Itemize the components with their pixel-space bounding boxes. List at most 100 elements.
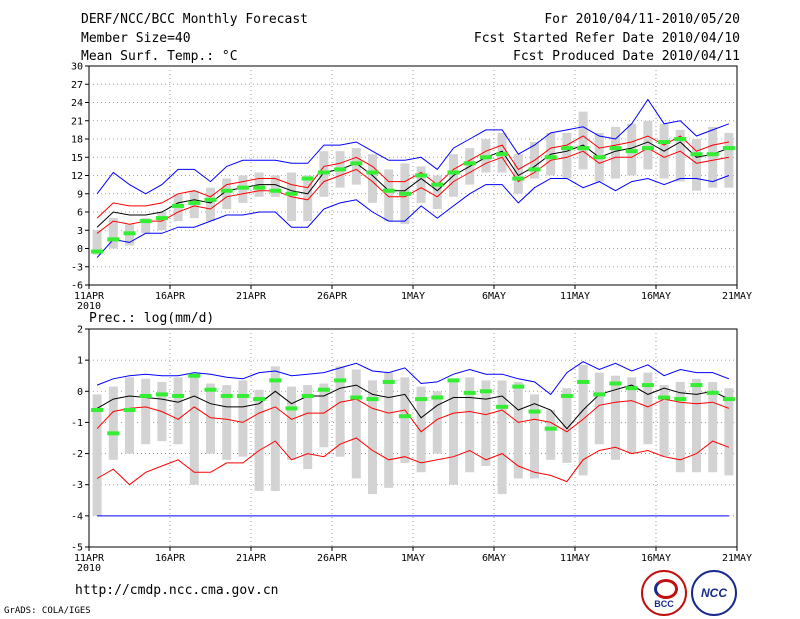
prec-series-mean [96,398,730,433]
temp-observed-marker [496,152,509,157]
prec-observed-marker [398,414,411,419]
prec-spread-box [465,377,475,473]
temp-spread-box [513,154,523,194]
temp-y-tick-label: 6 [77,208,83,219]
temp-y-tick-label: 18 [71,135,83,146]
prec-spread-box [594,372,604,445]
temp-spread-box [643,120,653,170]
prec-observed-marker [560,393,573,398]
prec-observed-marker [204,387,217,392]
temp-observed-marker [447,170,460,175]
temp-observed-marker [236,185,249,190]
temp-y-tick-label: -6 [71,281,83,292]
prec-x-tick-label: 16APR [155,553,186,564]
prec-observed-marker [236,393,249,398]
temp-spread-box [416,166,426,203]
prec-spread-box [400,377,410,463]
temp-year-label: 2010 [77,301,101,312]
temp-x-tick-label: 16APR [155,291,186,302]
temp-y-tick-label: 9 [77,189,83,200]
prec-spread-box [254,389,264,491]
prec-spread-box [530,394,539,479]
prec-series-upper [96,384,730,430]
temp-observed-marker [674,137,687,141]
prec-y-tick-label: -2 [71,449,83,460]
prec-observed-marker [609,381,622,386]
prec-x-tick-label: 26APR [317,553,348,564]
variable-label: Mean Surf. Temp.: °C [81,49,238,64]
prec-observed-marker [220,393,233,398]
prec-observed-marker [722,397,735,402]
prec-spread-box [206,383,215,454]
temp-spread-box [351,148,361,185]
temp-observed-marker [706,152,719,157]
temp-spread-box [708,126,718,188]
forecast-produced-date: Fcst Produced Date 2010/04/11 [513,49,740,64]
prec-observed-marker [350,395,363,400]
temp-series-max [96,98,730,195]
prec-spread-box [368,380,377,495]
prec-observed-marker [577,379,590,384]
prec-observed-marker [155,392,168,397]
prec-observed-marker [496,404,509,409]
prec-observed-marker [544,426,557,431]
temp-y-tick-label: 24 [71,98,83,109]
temp-observed-marker [431,182,444,187]
prec-spread-box [238,380,248,457]
prec-spread-box [611,375,620,460]
ncc-logo-text: NCC [701,586,727,600]
prec-observed-marker [674,397,687,402]
prec-spread-box [351,369,361,479]
prec-observed-marker [317,387,330,392]
prec-spread-box [578,364,588,476]
prec-y-tick-label: -3 [71,480,83,491]
temp-y-tick-label: 27 [71,80,83,91]
temp-observed-marker [593,155,606,160]
prec-x-tick-label: 16MAY [641,553,671,564]
bcc-logo: BCC [641,570,687,616]
temp-x-tick-label: 11APR [74,291,105,302]
temp-observed-marker [269,188,282,193]
temp-observed-marker [625,149,638,154]
temp-observed-marker [641,146,654,151]
prec-observed-marker [706,390,719,395]
temp-observed-marker [220,188,233,193]
prec-spread-box [222,385,232,460]
temp-observed-marker [690,152,703,157]
temp-observed-marker [528,167,541,172]
temp-y-tick-label: 3 [77,226,83,237]
temp-observed-marker [107,237,120,242]
temp-spread-box [270,175,280,197]
prec-spread-box [481,380,491,467]
temp-observed-marker [139,219,152,224]
prec-y-tick-label: 2 [77,325,83,336]
prec-spread-box [287,386,296,460]
prec-y-tick-label: -4 [71,511,83,522]
prec-observed-marker [447,378,460,383]
prec-spread-box [125,377,134,454]
prec-spread-box [416,386,426,473]
prec-observed-marker [415,397,428,402]
temp-x-tick-label: 16MAY [641,291,671,302]
prec-spread-box [659,385,669,457]
temp-observed-marker [609,146,622,151]
temp-observed-marker [253,185,266,190]
temp-spread-box [222,178,232,209]
prec-observed-marker [188,373,201,378]
prec-spread-box [449,380,458,485]
prec-observed-marker [366,397,379,402]
temp-observed-marker [334,167,347,172]
temp-observed-marker [512,176,525,181]
prec-observed-marker [139,393,152,398]
prec-spread-box [335,366,345,457]
temp-series-min [96,175,730,258]
temp-observed-marker [350,161,363,166]
prec-spread-box [708,381,718,473]
forecast-started-date: Fcst Started Refer Date 2010/04/10 [473,31,740,46]
prec-observed-marker [269,378,282,383]
prec-observed-marker [512,384,525,389]
temp-y-tick-label: 0 [77,244,83,255]
prec-spread-box [675,381,685,473]
temp-series-mean [96,141,730,228]
prec-panel-title: Prec.: log(mm/d) [89,311,214,326]
